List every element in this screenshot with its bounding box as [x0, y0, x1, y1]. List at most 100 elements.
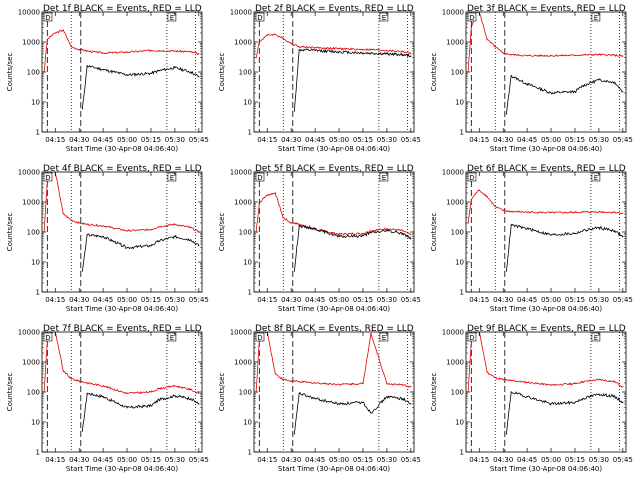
y-tick-label: 10000 — [442, 9, 464, 17]
events-series-point — [386, 396, 388, 398]
y-tick-label: 1 — [248, 129, 252, 137]
lld-series — [467, 332, 623, 393]
marker-label: E — [594, 334, 598, 342]
x-tick-label: 04:15 — [469, 296, 489, 304]
y-tick-label: 10000 — [442, 329, 464, 337]
y-axis-label: Counts/sec — [430, 373, 438, 412]
lld-series-point — [362, 49, 364, 51]
lld-series-point — [293, 380, 295, 382]
lld-series-point — [174, 50, 176, 52]
lld-series-point — [150, 49, 152, 52]
lld-series-point — [478, 189, 480, 191]
events-series — [294, 48, 412, 112]
events-series-point — [526, 83, 528, 85]
y-tick-label: 1000 — [22, 359, 40, 367]
lld-series-point — [402, 230, 404, 232]
y-axis-label: Counts/sec — [6, 53, 14, 92]
y-tick-label: 10 — [455, 99, 464, 107]
events-series — [506, 391, 623, 434]
marker-box — [255, 172, 265, 182]
lld-series-point — [290, 380, 292, 382]
events-series-point — [298, 49, 300, 51]
x-tick-label: 04:45 — [305, 456, 325, 464]
lld-series-point — [614, 381, 616, 383]
events-series-point — [410, 403, 412, 405]
y-tick-label: 100 — [239, 69, 252, 77]
lld-series-point — [502, 379, 504, 381]
lld-series-point — [158, 226, 160, 228]
events-series-point — [86, 392, 88, 394]
lld-series-point — [81, 49, 83, 51]
events-series-point — [81, 108, 83, 110]
y-tick-label: 10 — [455, 419, 464, 427]
marker-box — [591, 332, 601, 342]
x-tick-label: 04:30 — [281, 136, 301, 144]
x-tick-label: 05:30 — [589, 136, 609, 144]
lld-series-point — [282, 379, 284, 381]
events-series-point — [410, 238, 412, 240]
lld-series-point — [266, 34, 268, 36]
events-series-point — [598, 393, 600, 395]
events-series-point — [150, 405, 152, 407]
lld-series-point — [486, 371, 488, 373]
marker-label: E — [382, 334, 386, 342]
lld-series-point — [598, 211, 600, 213]
y-axis-label: Counts/sec — [430, 53, 438, 92]
events-series-point — [198, 76, 200, 78]
x-axis-label: Start Time (30-Apr-08 04:06:40) — [66, 305, 178, 313]
events-series-point — [526, 396, 528, 398]
lld-series-point — [255, 57, 257, 59]
lld-series-point — [274, 373, 276, 375]
lld-series — [43, 332, 200, 395]
events-series-point — [582, 230, 584, 232]
events-series-point — [574, 232, 576, 234]
events-series-point — [293, 433, 295, 435]
marker-box — [467, 12, 477, 22]
lld-series-point — [62, 370, 64, 372]
lld-series-point — [86, 223, 88, 225]
marker-box — [43, 332, 53, 342]
lld-series-point — [574, 54, 576, 56]
lld-series-point — [370, 332, 372, 334]
marker-box — [167, 332, 177, 342]
marker-label: D — [257, 14, 262, 22]
y-tick-label: 10000 — [230, 329, 252, 337]
lld-series-point — [622, 212, 624, 214]
y-tick-label: 1000 — [234, 359, 252, 367]
x-tick-label: 05:00 — [329, 296, 349, 304]
events-series-point — [362, 235, 364, 237]
x-tick-label: 05:15 — [565, 136, 585, 144]
y-tick-label: 1 — [460, 289, 464, 297]
lld-series-point — [550, 212, 552, 214]
lld-series-point — [510, 54, 512, 56]
x-tick-label: 04:15 — [257, 456, 277, 464]
y-tick-label: 1 — [36, 449, 40, 457]
marker-label: E — [382, 14, 386, 22]
lld-series-point — [263, 37, 265, 39]
x-tick-label: 05:00 — [117, 456, 137, 464]
marker-box — [255, 12, 265, 22]
x-tick-label: 04:30 — [493, 296, 513, 304]
x-axis-label: Start Time (30-Apr-08 04:06:40) — [278, 465, 390, 473]
y-tick-label: 100 — [451, 389, 464, 397]
lld-series — [43, 29, 199, 73]
events-series-point — [614, 81, 616, 83]
events-series-point — [505, 113, 507, 115]
panel-title: Det 7f BLACK = Events, RED = LLD — [43, 324, 202, 334]
events-series-point — [402, 54, 404, 56]
x-tick-label: 04:45 — [517, 296, 537, 304]
events-series-point — [338, 403, 340, 405]
y-tick-label: 100 — [239, 389, 252, 397]
lld-series-point — [386, 228, 388, 230]
lld-series-point — [298, 223, 300, 225]
lld-series-point — [510, 380, 512, 382]
x-tick-label: 05:30 — [377, 456, 397, 464]
y-tick-label: 10000 — [442, 169, 464, 177]
lld-series-point — [494, 377, 496, 379]
marker-label: D — [45, 174, 50, 182]
lld-series-point — [174, 385, 176, 387]
lld-series-point — [258, 202, 260, 204]
